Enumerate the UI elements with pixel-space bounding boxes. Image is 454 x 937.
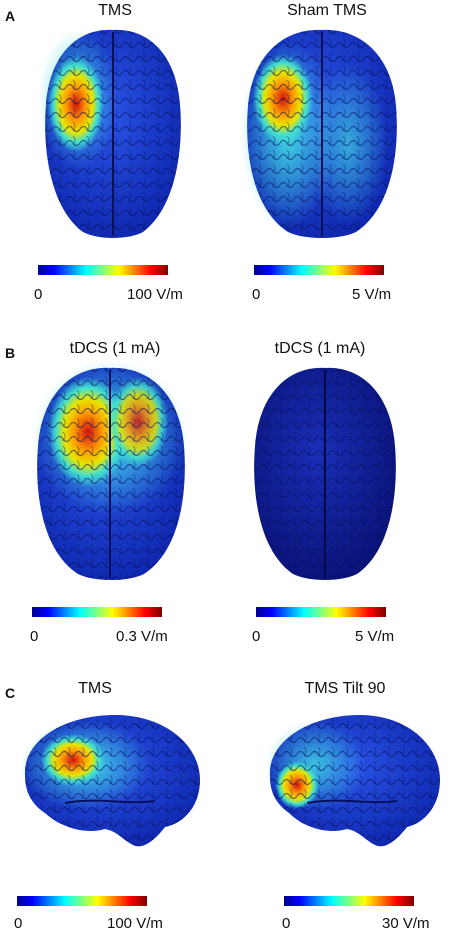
brain-map-b-tdcs-left bbox=[32, 362, 188, 580]
colorbar-b-right-min: 0 bbox=[252, 628, 261, 645]
panel-label-b: B bbox=[5, 345, 16, 361]
colorbar-a-right-max: 5 V/m bbox=[352, 286, 392, 303]
colorbar-c-left bbox=[17, 893, 147, 906]
colorbar-c-right-min: 0 bbox=[282, 915, 291, 932]
colorbar-b-left bbox=[32, 604, 162, 617]
colorbar-b-right bbox=[256, 604, 386, 617]
brain-map-a-tms bbox=[38, 29, 181, 238]
colorbar-a-right-min: 0 bbox=[252, 286, 261, 303]
colorbar-c-left-max: 100 V/m bbox=[107, 915, 163, 932]
colorbar-a-left-max: 100 V/m bbox=[127, 286, 183, 303]
colorbar-a-left-min: 0 bbox=[34, 286, 43, 303]
colorbar-b-left-min: 0 bbox=[30, 628, 39, 645]
colorbar-b-right-max: 5 V/m bbox=[355, 628, 395, 645]
panel-label-a: A bbox=[5, 8, 16, 24]
colorbar-b-left-max: 0.3 V/m bbox=[116, 628, 168, 645]
panel-c-left-title: TMS bbox=[78, 680, 112, 697]
panel-label-c: C bbox=[5, 685, 16, 701]
panel-c-right-title: TMS Tilt 90 bbox=[304, 680, 386, 697]
colorbar-a-right bbox=[254, 262, 384, 275]
brain-map-a-sham-tms bbox=[240, 29, 397, 238]
brain-map-c-tms bbox=[20, 715, 200, 847]
colorbar-a-left bbox=[38, 262, 168, 275]
panel-a-right-title: Sham TMS bbox=[287, 2, 367, 19]
panel-a-left-title: TMS bbox=[98, 2, 132, 19]
colorbar-c-right bbox=[284, 893, 414, 906]
brain-map-c-tms-tilt bbox=[265, 715, 440, 847]
colorbar-c-right-max: 30 V/m bbox=[382, 915, 430, 932]
colorbar-c-left-min: 0 bbox=[14, 915, 23, 932]
brain-map-b-tdcs-right bbox=[254, 367, 396, 580]
panel-b-left-title: tDCS (1 mA) bbox=[69, 340, 161, 357]
panel-b-right-title: tDCS (1 mA) bbox=[274, 340, 366, 357]
